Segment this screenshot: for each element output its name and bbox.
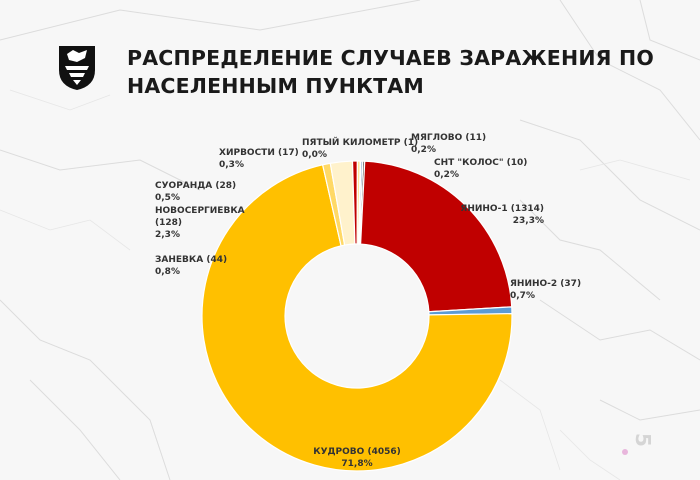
slice-5: [201, 164, 513, 472]
slice-10: [357, 160, 362, 245]
page-title: РАСПРЕДЕЛЕНИЕ СЛУЧАЕВ ЗАРАЖЕНИЯ ПО НАСЕЛ…: [127, 46, 654, 98]
accent-dot: [622, 449, 628, 455]
slice-label-2: СНТ "КОЛОС" (10) 0,2%: [434, 158, 527, 180]
page-number: 5: [631, 433, 655, 447]
slice-label-7: НОВОСЕРГИЕВКА (128) 2,3%: [155, 206, 245, 240]
slice-label-1: МЯГЛОВО (11) 0,2%: [411, 133, 486, 155]
slice-label-4: ЯНИНО-2 (37) 0,7%: [510, 279, 581, 301]
slice-label-6: ЗАНЕВКА (44) 0,8%: [155, 255, 227, 277]
slice-label-10: ПЯТЫЙ КИЛОМЕТР (1) 0,0%: [302, 136, 418, 160]
slice-label-5: КУДРОВО (4056) 71,8%: [313, 447, 400, 469]
slice-label-3: ЯНИНО-1 (1314) 23,3%: [460, 204, 544, 226]
slice-3: [359, 160, 513, 313]
slice-label-9: ХИРВОСТИ (17) 0,3%: [219, 148, 299, 170]
coat-of-arms-icon: [57, 44, 97, 92]
slice-label-8: СУОРАНДА (28) 0,5%: [155, 181, 236, 203]
